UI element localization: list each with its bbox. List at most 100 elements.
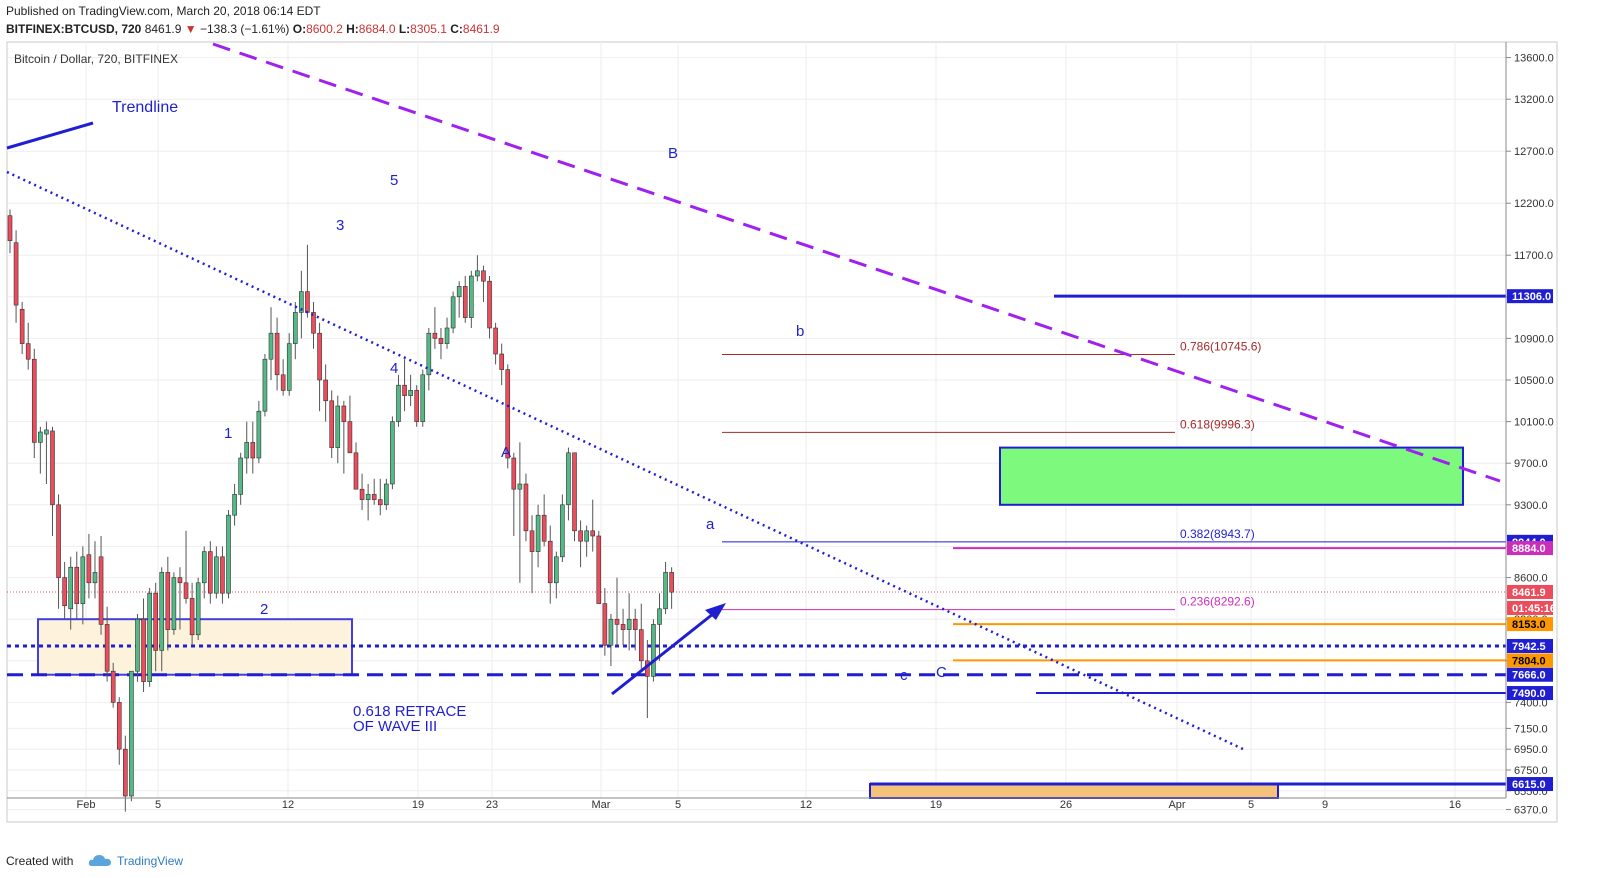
candle-down xyxy=(274,332,280,376)
candle-up xyxy=(469,275,474,318)
price-change: −138.3 (−1.61%) xyxy=(199,22,290,36)
candle-down xyxy=(669,572,674,593)
candle-down xyxy=(596,535,602,604)
candle-up xyxy=(286,343,292,391)
price-flag xyxy=(1507,638,1553,653)
time-tick-label: 12 xyxy=(800,799,812,811)
published-info: Published on TradingView.com, March 20, … xyxy=(6,4,321,18)
annotation-label: 5 xyxy=(390,172,398,189)
candle-up xyxy=(171,577,177,630)
candle-down xyxy=(359,488,365,500)
candle-up xyxy=(444,327,450,344)
candle-down xyxy=(578,530,583,542)
candle-up xyxy=(335,405,341,448)
candle-up xyxy=(129,670,134,797)
candle-up xyxy=(475,270,480,277)
price-flag-label: 01:45:16 xyxy=(1512,603,1556,615)
candle-up xyxy=(201,551,207,584)
candle-down xyxy=(438,338,444,344)
candle-down xyxy=(177,577,183,584)
candle-up xyxy=(92,572,98,584)
time-tick-label: Feb xyxy=(77,799,96,811)
price-tick-label: 12700.0 xyxy=(1514,146,1554,158)
candle-up xyxy=(420,374,426,422)
price-flag-label: 8153.0 xyxy=(1512,619,1546,631)
price-tick-label: 6370.0 xyxy=(1514,805,1548,817)
time-tick-label: 12 xyxy=(282,799,294,811)
candle-down xyxy=(317,332,322,381)
candle-up xyxy=(566,452,571,506)
candle-down xyxy=(62,577,67,606)
candle-down xyxy=(371,494,377,500)
fib-label: 0.236(8292.6) xyxy=(1180,595,1255,609)
candle-up xyxy=(384,483,389,506)
candle-up xyxy=(456,286,462,298)
candle-down xyxy=(353,452,359,490)
candle-up xyxy=(135,618,140,672)
annotation-label: OF WAVE III xyxy=(353,718,437,735)
price-tick-label: 7400.0 xyxy=(1514,697,1548,709)
candle-up xyxy=(560,504,565,558)
footer: Created with TradingView xyxy=(0,848,1621,878)
annotation-label: 1 xyxy=(224,425,232,442)
candle-up xyxy=(657,608,662,625)
price-flag xyxy=(1507,289,1553,304)
candle-down xyxy=(98,556,104,625)
annotation-label: A xyxy=(501,444,511,461)
candle-down xyxy=(7,215,13,241)
candle-up xyxy=(159,572,165,651)
candle-down xyxy=(529,530,535,552)
price-flag xyxy=(1507,667,1553,682)
drawings xyxy=(7,294,1506,786)
candle-down xyxy=(547,540,553,584)
price-tick-label: 10900.0 xyxy=(1514,333,1554,345)
candle-down xyxy=(505,369,511,459)
price-flag xyxy=(1507,584,1553,599)
annotation-label: a xyxy=(706,516,715,533)
candle-down xyxy=(487,280,492,329)
time-axis: Feb 5 12 19 23 Mar 5 12 19 26 Apr 5 9 16 xyxy=(7,797,1506,811)
candle-down xyxy=(638,629,644,662)
candle-up xyxy=(44,429,49,435)
candle-down xyxy=(462,286,468,318)
candles xyxy=(7,209,674,812)
candle-down xyxy=(347,421,353,454)
open-label: O: xyxy=(292,22,307,36)
chart-title: Bitcoin / Dollar, 720, BITFINEX xyxy=(14,52,178,66)
annotation-label: B xyxy=(668,145,678,162)
fib-label: 0.382(8943.7) xyxy=(1180,527,1255,541)
price-flag-label: 8461.9 xyxy=(1512,587,1546,599)
candle-up xyxy=(553,556,559,584)
candle-down xyxy=(541,514,547,542)
candle-down xyxy=(402,384,407,396)
candle-up xyxy=(390,421,395,485)
candle-down xyxy=(632,618,638,630)
price-chart[interactable]: 13600.013200.012700.012200.011700.011300… xyxy=(0,0,1621,848)
zone-box xyxy=(869,783,1279,799)
price-tick-label: 9300.0 xyxy=(1514,500,1548,512)
candle-up xyxy=(268,332,274,360)
annotation-label: Trendline xyxy=(112,99,178,116)
candle-down xyxy=(104,624,110,672)
last-price: 8461.9 xyxy=(144,22,182,36)
candle-down xyxy=(13,242,19,306)
candle-down xyxy=(153,592,158,651)
fib-label: 0.786(10745.6) xyxy=(1180,339,1261,353)
candle-down xyxy=(19,308,25,344)
candle-up xyxy=(195,582,201,636)
price-tick-label: 10500.0 xyxy=(1514,375,1554,387)
close-label: C: xyxy=(450,22,463,36)
chart-header: Published on TradingView.com, March 20, … xyxy=(0,0,1621,42)
trendline-segment xyxy=(6,121,94,150)
time-tick-label: 26 xyxy=(1060,799,1072,811)
candle-up xyxy=(450,296,456,329)
candle-down xyxy=(499,353,504,370)
price-flag-label: 8884.0 xyxy=(1512,543,1546,555)
candle-down xyxy=(220,556,225,594)
candle-down xyxy=(523,483,529,532)
tradingview-brand[interactable]: TradingView xyxy=(117,854,184,868)
price-flag-label: 7490.0 xyxy=(1512,688,1546,700)
candle-down xyxy=(141,618,146,682)
candle-up xyxy=(238,457,243,495)
candle-down xyxy=(250,442,256,459)
